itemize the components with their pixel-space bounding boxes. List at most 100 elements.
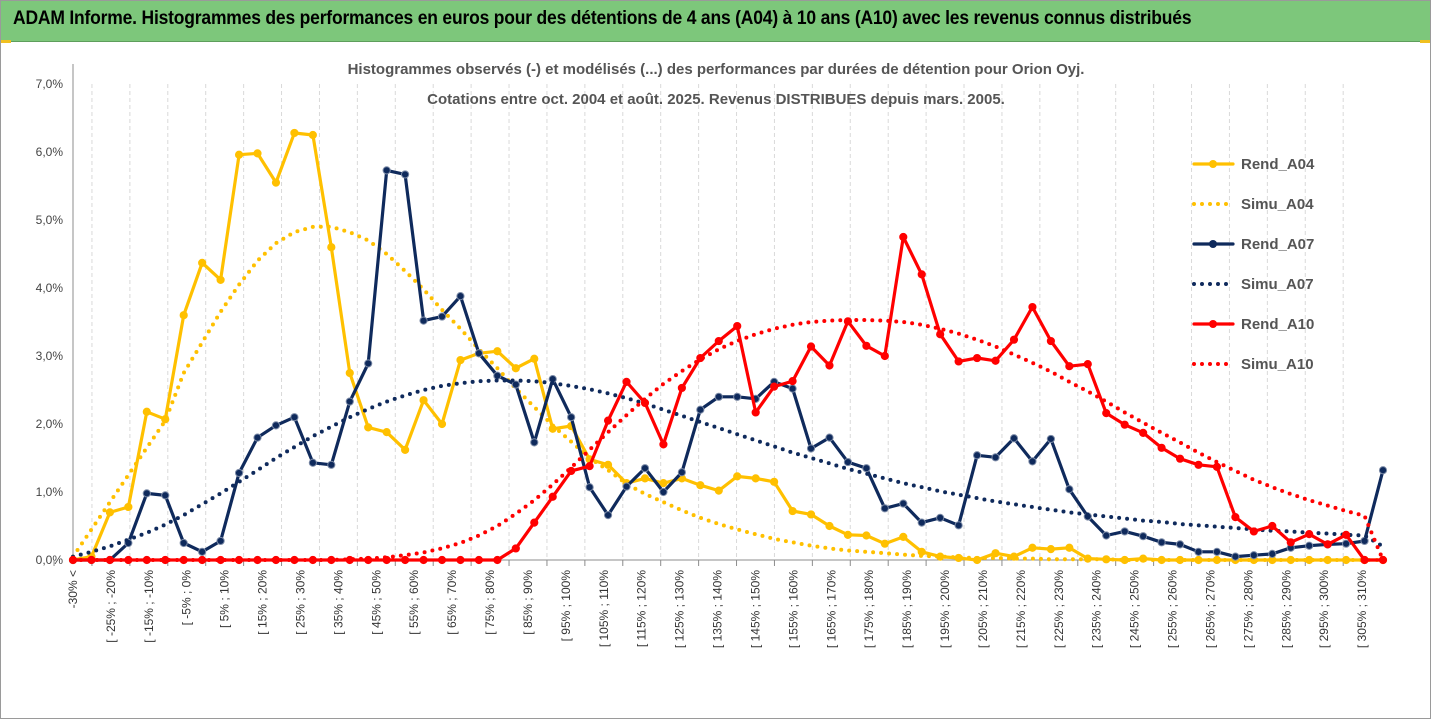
data-point-rend-a07: [1194, 547, 1203, 556]
data-point-rend-a07: [825, 433, 834, 442]
x-tick-label: [ 55% ; 60%: [407, 570, 421, 635]
data-point-rend-a04: [216, 275, 225, 284]
data-point-rend-a07: [991, 453, 1000, 462]
x-tick-label: [ 75% ; 80%: [483, 570, 497, 635]
x-tick-label: [ 95% ; 100%: [559, 570, 573, 642]
data-point-rend-a07: [419, 316, 428, 325]
x-tick-label: [ 35% ; 40%: [331, 570, 345, 635]
data-point-rend-a04: [198, 258, 207, 267]
data-point-rend-a04: [105, 508, 115, 517]
data-point-rend-a07: [1120, 527, 1129, 536]
data-point-rend-a10: [585, 462, 594, 471]
x-tick-label: [ 205% ; 210%: [976, 570, 990, 648]
data-point-rend-a07: [382, 166, 391, 175]
data-point-rend-a07: [253, 433, 262, 442]
data-point-rend-a07: [345, 397, 354, 406]
data-point-rend-a07: [1360, 536, 1369, 546]
data-point-rend-a07: [585, 483, 594, 492]
data-point-rend-a07: [216, 536, 225, 546]
data-point-rend-a07: [862, 464, 871, 473]
data-point-rend-a07: [198, 547, 207, 556]
data-point-rend-a04: [456, 355, 465, 365]
data-point-rend-a07: [271, 421, 281, 430]
x-tick-label: [ 295% ; 300%: [1317, 570, 1331, 648]
corner-mark: [1, 40, 11, 43]
legend-label: Rend_A04: [1241, 156, 1315, 173]
data-point-rend-a07: [659, 487, 668, 497]
data-point-rend-a04: [751, 474, 760, 483]
data-point-rend-a07: [530, 438, 539, 447]
data-point-rend-a10: [1286, 538, 1295, 547]
x-tick-label: [ 185% ; 190%: [900, 570, 914, 648]
data-point-rend-a10: [1046, 336, 1055, 346]
x-tick-label: [ 25% ; 30%: [293, 570, 307, 635]
y-tick-label: 4,0%: [36, 281, 64, 295]
y-tick-label: 6,0%: [36, 145, 64, 159]
data-point-rend-a07: [880, 504, 889, 513]
data-point-rend-a07: [917, 518, 926, 527]
data-point-rend-a07: [622, 482, 631, 491]
data-point-rend-a07: [1378, 466, 1388, 475]
x-tick-label: [ -5% ; 0%: [180, 570, 194, 626]
x-tick-label: [ 125% ; 130%: [673, 570, 687, 648]
data-point-rend-a04: [253, 149, 262, 158]
data-point-rend-a10: [1231, 513, 1240, 522]
data-point-rend-a07: [161, 491, 170, 500]
data-point-rend-a07: [1268, 549, 1277, 558]
data-point-rend-a10: [825, 361, 834, 370]
data-point-rend-a10: [972, 353, 982, 363]
x-tick-label: [ 235% ; 240%: [1090, 570, 1104, 648]
legend-label: Rend_A07: [1241, 236, 1314, 253]
data-point-rend-a04: [345, 368, 354, 378]
data-point-rend-a10: [1323, 540, 1332, 549]
corner-mark: [1420, 40, 1430, 43]
data-point-rend-a07: [1046, 434, 1055, 444]
data-point-rend-a10: [603, 416, 613, 425]
data-point-rend-a07: [308, 458, 317, 467]
data-point-rend-a07: [142, 489, 151, 498]
data-point-rend-a10: [1139, 428, 1148, 437]
data-point-rend-a07: [1009, 434, 1019, 443]
data-point-rend-a10: [622, 377, 631, 386]
x-tick-label: [ 265% ; 270%: [1203, 570, 1217, 648]
data-point-rend-a07: [603, 511, 613, 520]
data-point-rend-a04: [419, 396, 428, 405]
data-point-rend-a10: [1157, 443, 1166, 452]
data-point-rend-a07: [788, 384, 797, 393]
y-tick-label: 3,0%: [36, 349, 64, 363]
data-point-rend-a07: [493, 371, 502, 380]
data-point-rend-a07: [1212, 547, 1222, 556]
data-point-rend-a04: [603, 460, 613, 469]
series-line-rend-a04: [71, 131, 1385, 562]
data-point-rend-a07: [567, 413, 576, 422]
data-point-rend-a07: [1102, 531, 1111, 540]
data-point-rend-a04: [179, 311, 188, 320]
legend-marker: [1209, 160, 1217, 168]
data-point-rend-a10: [1102, 409, 1111, 418]
series: [68, 128, 1388, 565]
data-point-rend-a07: [972, 451, 982, 460]
data-point-rend-a10: [733, 321, 742, 331]
x-tick-label: [ -25% ; -20%: [104, 570, 118, 643]
chart-title: Histogrammes observés (-) et modélisés (…: [348, 61, 1085, 78]
data-point-rend-a04: [327, 243, 336, 252]
data-point-rend-a10: [806, 342, 816, 351]
series-line-simu-a07: [71, 378, 1385, 559]
data-point-rend-a10: [1083, 360, 1092, 369]
data-point-rend-a04: [1046, 545, 1055, 554]
data-point-rend-a04: [530, 354, 539, 363]
y-tick-label: 0,0%: [36, 553, 64, 567]
data-point-rend-a04: [382, 428, 391, 437]
y-tick-label: 7,0%: [36, 77, 64, 91]
x-tick-label: [ 85% ; 90%: [521, 570, 535, 635]
x-tick-label: [ 165% ; 170%: [824, 570, 838, 648]
data-point-rend-a10: [1268, 521, 1277, 531]
data-point-rend-a10: [899, 232, 908, 242]
data-point-rend-a07: [806, 444, 816, 453]
data-point-rend-a10: [511, 544, 520, 553]
x-tick-label: [ 175% ; 180%: [862, 570, 876, 648]
data-point-rend-a04: [714, 486, 723, 495]
data-point-rend-a10: [954, 357, 963, 366]
legend-marker: [1209, 240, 1217, 248]
y-tick-label: 2,0%: [36, 417, 64, 431]
